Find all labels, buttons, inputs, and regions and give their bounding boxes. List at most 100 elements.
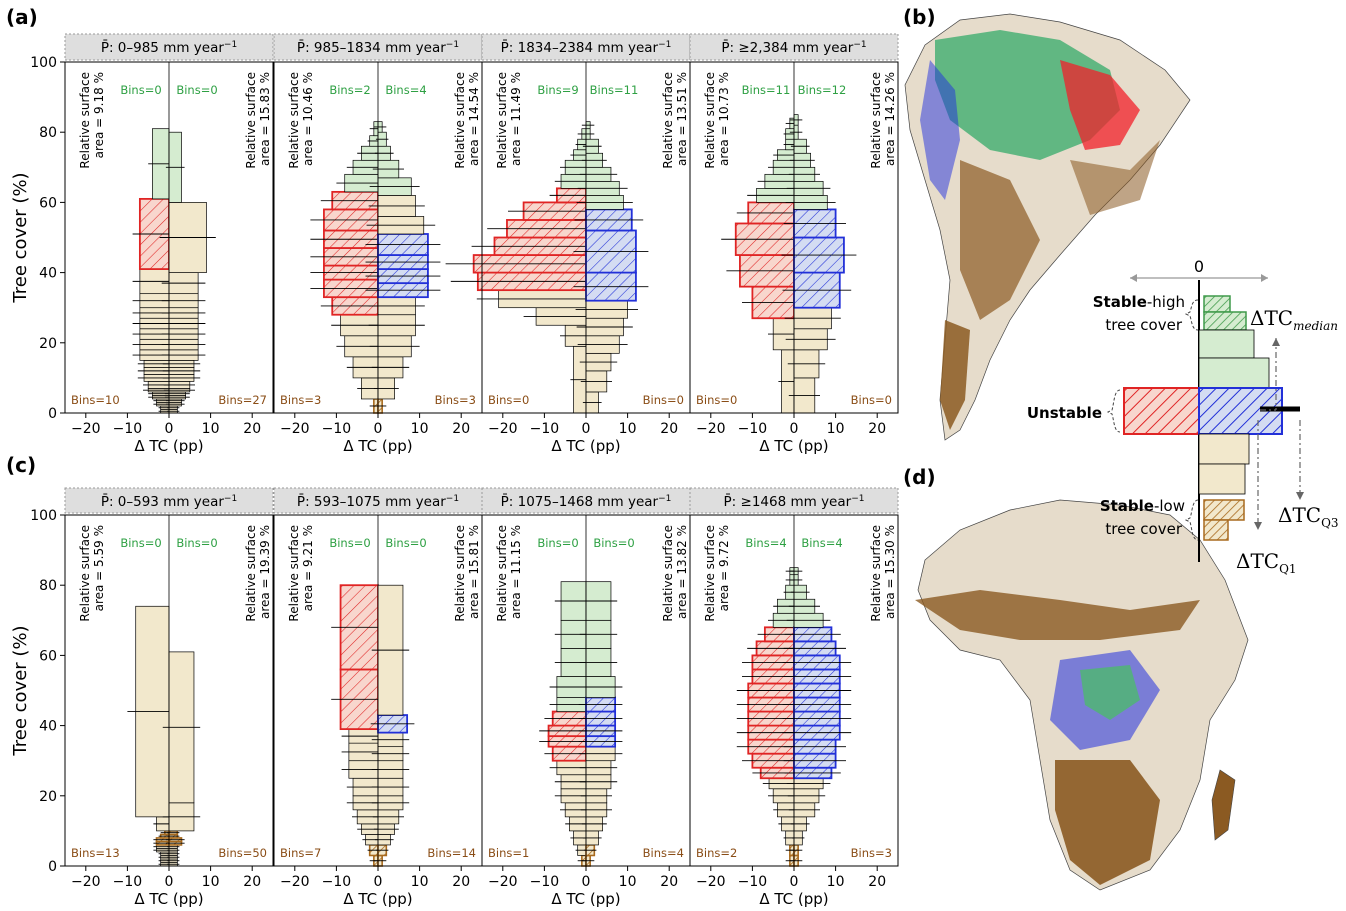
x-axis-title: Δ TC (pp) xyxy=(134,437,203,455)
x-tick-label: −20 xyxy=(280,874,310,890)
legend-bar-stable-low xyxy=(1203,519,1229,541)
y-tick-label: 60 xyxy=(39,195,57,211)
surface-area-left: Relative surfacearea = 5.59 % xyxy=(78,525,106,622)
legend-bar-stable xyxy=(1198,357,1270,389)
surface-area-right: Relative surfacearea = 14.54 % xyxy=(453,72,481,169)
surface-area-left-line1: Relative surface xyxy=(287,525,301,622)
x-tick-label: 20 xyxy=(452,874,470,890)
legend-median-leader xyxy=(1260,338,1277,411)
x-tick-label: −20 xyxy=(696,421,726,437)
legend-stable-low-rest: -low xyxy=(1154,497,1185,515)
legend-stable-high-rest: -high xyxy=(1147,293,1185,311)
legend-bar-stable-high xyxy=(1203,295,1231,313)
legend-stable-high-bold: Stable xyxy=(1093,293,1147,311)
x-tick-label: −20 xyxy=(488,421,518,437)
bins-label-top-right: Bins=4 xyxy=(385,83,426,97)
legend-q1-main: ΔTC xyxy=(1236,549,1279,573)
surface-area-right-line2: area = 14.54 % xyxy=(467,72,481,166)
x-tick-label: −20 xyxy=(696,874,726,890)
legend-bar-unstable-left xyxy=(1123,387,1200,435)
x-tick-label: −10 xyxy=(322,874,352,890)
legend-stable-low-line2: tree cover xyxy=(1105,520,1182,538)
bins-label-bottom-left: Bins=10 xyxy=(71,393,120,407)
surface-area-right: Relative surfacearea = 13.82 % xyxy=(661,525,689,622)
bins-label-bottom-left: Bins=2 xyxy=(696,846,737,860)
y-tick-label: 80 xyxy=(39,125,57,141)
x-tick-label: −10 xyxy=(738,874,768,890)
y-tick-label: 0 xyxy=(48,859,57,875)
surface-area-right-line2: area = 19.39 % xyxy=(258,525,272,619)
bins-label-bottom-right: Bins=0 xyxy=(851,393,892,407)
x-tick-label: 10 xyxy=(202,874,220,890)
legend-q3-arrowhead xyxy=(1296,492,1304,500)
bins-label-top-right: Bins=0 xyxy=(593,536,634,550)
bins-label-top-right: Bins=0 xyxy=(385,536,426,550)
strip-header xyxy=(481,33,691,61)
strip-label-text: P̄: 985–1834 mm year xyxy=(297,39,446,56)
legend-q3-sub: Q3 xyxy=(1321,516,1338,530)
strip-label-exponent: −1 xyxy=(853,40,866,50)
surface-area-left-line1: Relative surface xyxy=(703,72,717,169)
x-tick-label: 0 xyxy=(374,421,383,437)
y-tick-label: 80 xyxy=(39,578,57,594)
bins-label-top-left: Bins=0 xyxy=(120,536,161,550)
bins-label-bottom-right: Bins=0 xyxy=(643,393,684,407)
surface-area-left-line2: area = 9.18 % xyxy=(92,72,106,158)
legend-q3-main: ΔTC xyxy=(1278,503,1321,527)
legend-brace-unstable xyxy=(1106,389,1121,433)
strip-label-exponent: −1 xyxy=(851,494,864,504)
bins-label-bottom-right: Bins=50 xyxy=(218,846,267,860)
bins-label-bottom-left: Bins=0 xyxy=(696,393,737,407)
x-tick-label: 0 xyxy=(790,421,799,437)
surface-area-left: Relative surfacearea = 11.49 % xyxy=(495,72,523,169)
strip-header xyxy=(481,487,691,514)
x-tick-label: 20 xyxy=(868,874,886,890)
x-tick-label: −10 xyxy=(530,874,560,890)
strip-label-exponent: −1 xyxy=(658,494,671,504)
bins-label-top-left: Bins=2 xyxy=(329,83,370,97)
legend-stable-high-line2: tree cover xyxy=(1105,316,1182,334)
bins-label-top-right: Bins=0 xyxy=(176,536,217,550)
bins-label-top-left: Bins=0 xyxy=(537,536,578,550)
y-tick-label: 20 xyxy=(39,336,57,352)
bins-label-bottom-left: Bins=0 xyxy=(488,393,529,407)
surface-area-left: Relative surfacearea = 9.21 % xyxy=(287,525,315,622)
surface-area-left: Relative surfacearea = 10.73 % xyxy=(703,72,731,169)
strip-header xyxy=(64,33,274,61)
histogram-c-4: P̄: ≥1468 mm year−1 −20 −10 0 10 20 Δ TC (pp) B… xyxy=(689,487,899,908)
x-tick-label: 0 xyxy=(374,874,383,890)
y-tick-label: 0 xyxy=(48,406,57,422)
x-tick-label: 0 xyxy=(582,874,591,890)
surface-area-left-line2: area = 5.59 % xyxy=(92,525,106,611)
surface-area-right: Relative surfacearea = 15.30 % xyxy=(869,525,897,622)
legend-unstable-text: Unstable xyxy=(1027,404,1102,422)
strip-label-exponent: −1 xyxy=(658,40,671,50)
surface-area-left: Relative surfacearea = 9.18 % xyxy=(78,72,106,169)
x-tick-label: 20 xyxy=(868,421,886,437)
x-tick-label: −10 xyxy=(322,421,352,437)
y-tick-label: 100 xyxy=(30,55,57,71)
legend-bar-stable xyxy=(1198,463,1246,495)
panel-label-d: (d) xyxy=(903,465,936,489)
legend-bar-stable-low xyxy=(1203,499,1245,521)
surface-area-right-line1: Relative surface xyxy=(244,525,258,622)
strip-label-exponent: −1 xyxy=(224,40,237,50)
panel-label-b: (b) xyxy=(903,5,936,29)
map-africa xyxy=(915,499,1249,891)
strip-label-text: P̄: ≥1468 mm year xyxy=(724,493,852,510)
surface-area-left-line1: Relative surface xyxy=(703,525,717,622)
surface-area-left-line2: area = 10.46 % xyxy=(301,72,315,166)
strip-label: P̄: 593–1075 mm year−1 xyxy=(297,493,459,510)
legend-stable-high-text: Stable-high xyxy=(1093,293,1185,311)
strip-header xyxy=(273,487,483,514)
bins-label-top-left: Bins=0 xyxy=(329,536,370,550)
surface-area-right-line1: Relative surface xyxy=(869,525,883,622)
x-tick-label: 0 xyxy=(582,421,591,437)
legend-median-arrowhead xyxy=(1272,338,1280,346)
legend-brace-low xyxy=(1184,499,1199,541)
bins-label-top-left: Bins=0 xyxy=(120,83,161,97)
bins-label-top-right: Bins=11 xyxy=(590,83,639,97)
x-tick-label: 10 xyxy=(202,421,220,437)
x-tick-label: −20 xyxy=(488,874,518,890)
strip-label-exponent: −1 xyxy=(446,40,459,50)
